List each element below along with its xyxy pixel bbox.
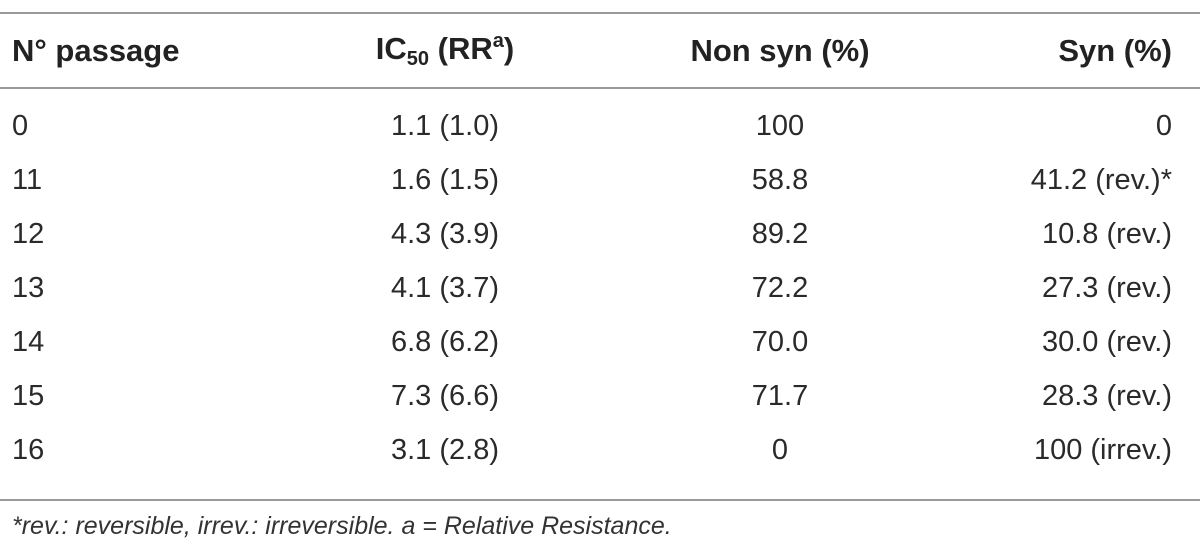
cell-ic50: 1.6 (1.5) [391, 163, 499, 196]
cell-ic50: 6.8 (6.2) [391, 325, 499, 358]
cell-syn: 100 (irrev.) [1033, 433, 1172, 466]
cell-nonsyn: 71.7 [751, 379, 809, 412]
table-row: 16 3.1 (2.8) 0 100 (irrev.) [0, 423, 1200, 477]
bottom-rule [0, 499, 1200, 501]
cell-passage: 12 [12, 217, 45, 250]
cell-nonsyn: 58.8 [751, 163, 809, 196]
table-row: 11 1.6 (1.5) 58.8 41.2 (rev.)* [0, 153, 1200, 207]
top-rule [0, 12, 1200, 14]
cell-nonsyn: 70.0 [751, 325, 809, 358]
header-ic50-close: ) [503, 31, 515, 66]
cell-passage: 0 [12, 109, 29, 142]
data-table: N° passage IC50 (RRa) Non syn (%) Syn (%… [0, 14, 1200, 477]
header-ic50: IC50 (RRa) [260, 14, 560, 87]
cell-passage: 13 [12, 271, 45, 304]
cell-nonsyn: 89.2 [751, 217, 809, 250]
cell-ic50: 3.1 (2.8) [391, 433, 499, 466]
header-passage: N° passage [12, 32, 180, 68]
cell-syn: 10.8 (rev.) [1041, 217, 1172, 250]
cell-syn: 28.3 (rev.) [1041, 379, 1172, 412]
footnote: *rev.: reversible, irrev.: irreversible.… [12, 512, 672, 540]
cell-ic50: 4.3 (3.9) [391, 217, 499, 250]
cell-ic50: 4.1 (3.7) [391, 271, 499, 304]
header-ic50-main: IC [375, 31, 407, 66]
cell-ic50: 1.1 (1.0) [391, 109, 499, 142]
table-row: 14 6.8 (6.2) 70.0 30.0 (rev.) [0, 315, 1200, 369]
cell-syn: 41.2 (rev.)* [1030, 163, 1172, 196]
table-row: 15 7.3 (6.6) 71.7 28.3 (rev.) [0, 369, 1200, 423]
cell-passage: 15 [12, 379, 45, 412]
header-ic50-open: (RR [429, 31, 493, 66]
cell-syn: 30.0 (rev.) [1041, 325, 1172, 358]
header-rule [0, 87, 1200, 89]
header-nonsyn: Non syn (%) [690, 32, 870, 68]
cell-nonsyn: 100 [755, 109, 805, 142]
header-syn: Syn (%) [1058, 32, 1172, 68]
cell-nonsyn: 0 [771, 433, 789, 466]
cell-passage: 11 [12, 163, 43, 196]
cell-syn: 27.3 (rev.) [1041, 271, 1172, 304]
table-row: 0 1.1 (1.0) 100 0 [0, 87, 1200, 153]
header-ic50-sub: 50 [406, 48, 430, 70]
cell-passage: 16 [12, 433, 45, 466]
cell-ic50: 7.3 (6.6) [391, 379, 499, 412]
table-body: 0 1.1 (1.0) 100 0 11 1.6 (1.5) 58.8 41.2 (rev.)… [0, 87, 1200, 477]
table-row: 13 4.1 (3.7) 72.2 27.3 (rev.) [0, 261, 1200, 315]
table-row: 12 4.3 (3.9) 89.2 10.8 (rev.) [0, 207, 1200, 261]
cell-nonsyn: 72.2 [751, 271, 809, 304]
header-row: N° passage IC50 (RRa) Non syn (%) Syn (%… [0, 14, 1200, 87]
cell-passage: 14 [12, 325, 45, 358]
cell-syn: 0 [1155, 109, 1172, 142]
header-ic50-sup: a [492, 30, 504, 52]
